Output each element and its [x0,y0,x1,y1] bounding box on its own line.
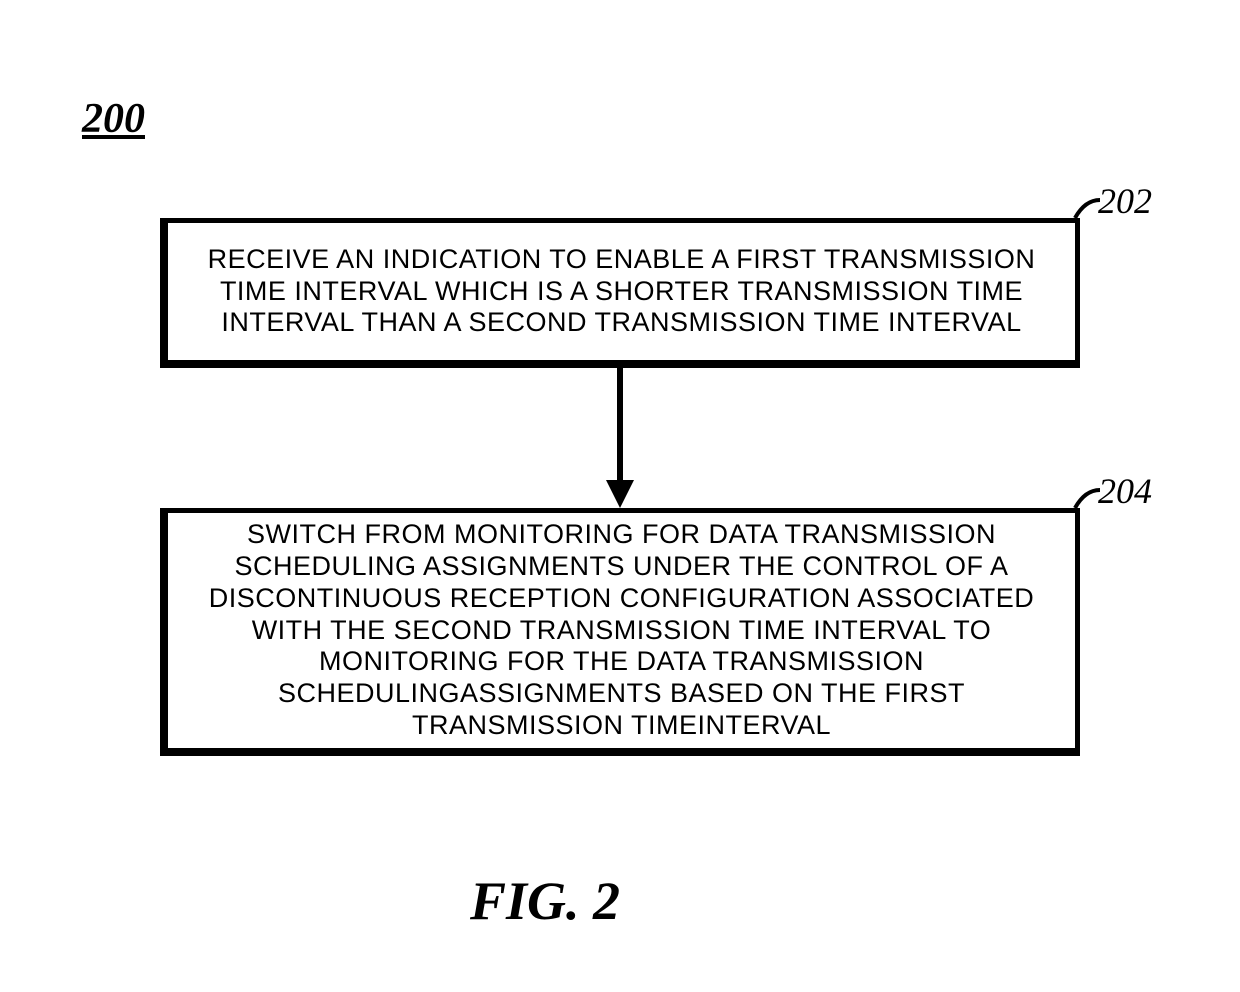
arrow-202-to-204-line [617,368,623,480]
flowchart-box-202-text: RECEIVE AN INDICATION TO ENABLE A FIRST … [168,228,1075,356]
flowchart-box-204-text: SWITCH FROM MONITORING FOR DATA TRANSMIS… [168,503,1075,758]
figure-caption: FIG. 2 [470,870,620,932]
diagram-canvas: 200 RECEIVE AN INDICATION TO ENABLE A FI… [0,0,1240,992]
ref-label-204: 204 [1098,470,1152,512]
flowchart-box-202: RECEIVE AN INDICATION TO ENABLE A FIRST … [160,218,1080,368]
ref-label-202: 202 [1098,180,1152,222]
figure-number: 200 [82,95,145,143]
flowchart-box-204: SWITCH FROM MONITORING FOR DATA TRANSMIS… [160,508,1080,756]
